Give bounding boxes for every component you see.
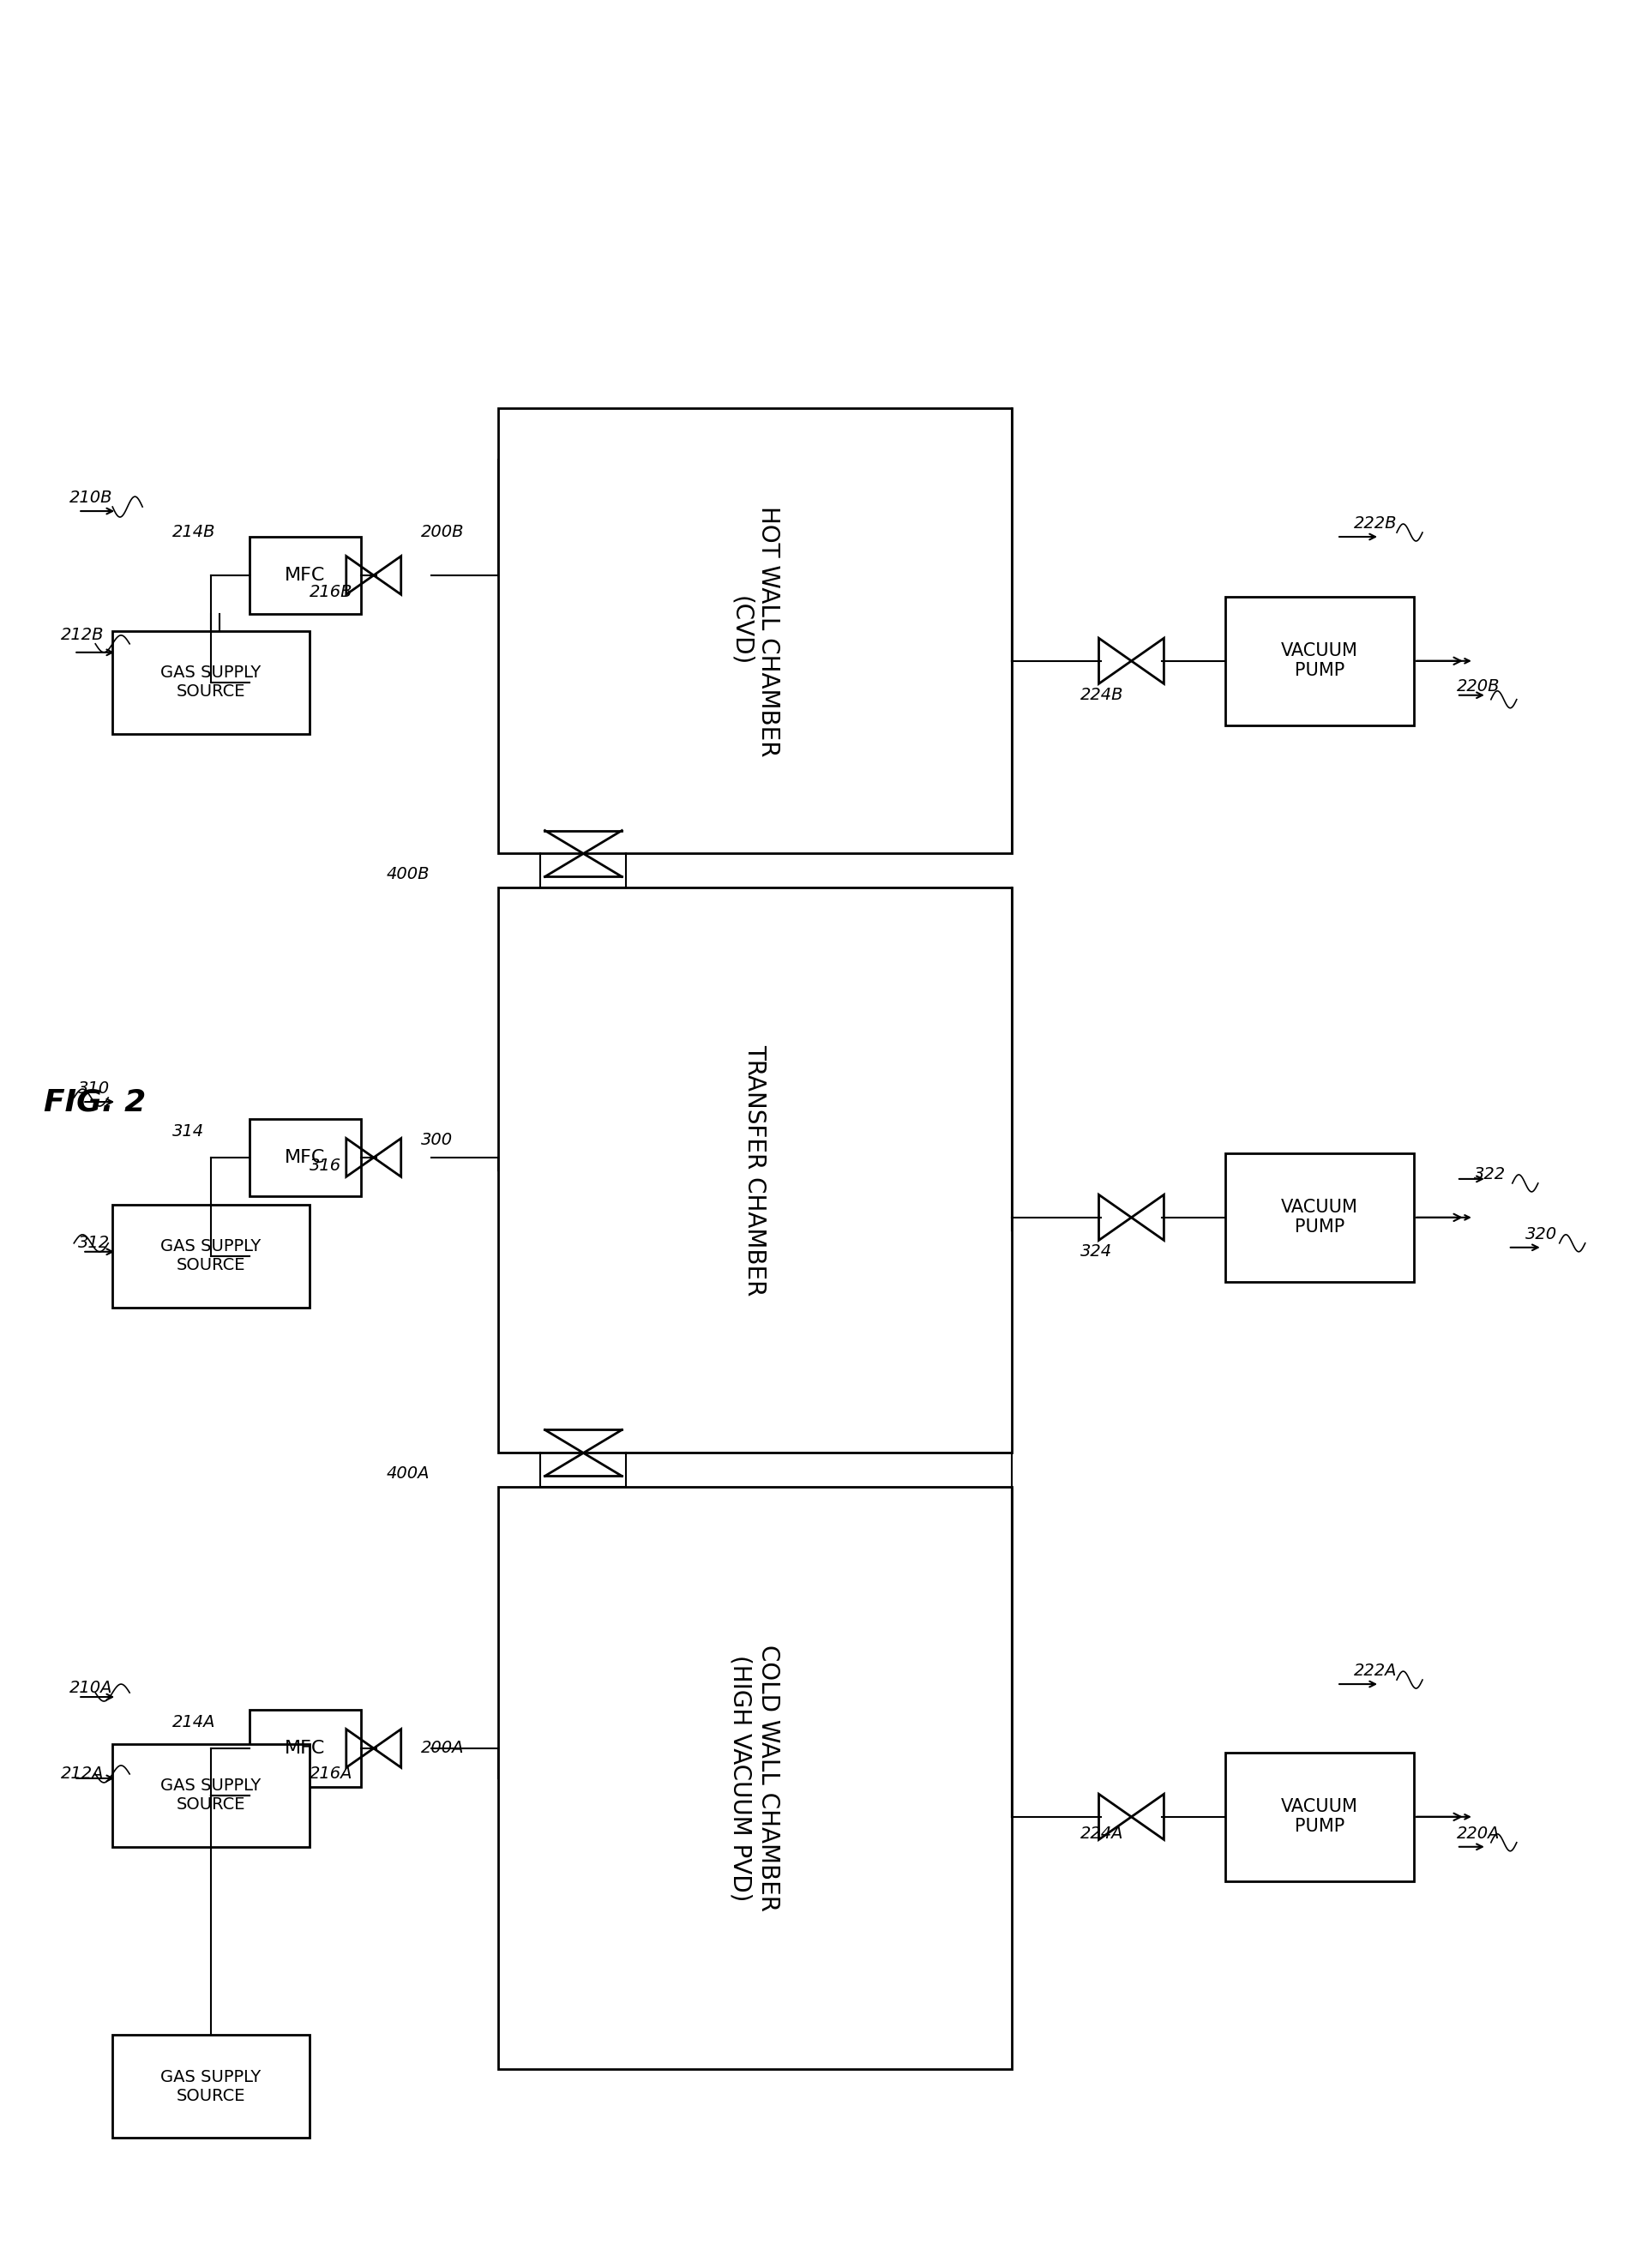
Text: 316: 316: [310, 1157, 341, 1175]
Bar: [1226, 1152, 1413, 1281]
Text: 200A: 200A: [421, 1740, 465, 1755]
Bar: [497, 408, 1012, 853]
Text: 214B: 214B: [173, 524, 215, 540]
Text: 222A: 222A: [1355, 1662, 1397, 1678]
Text: GAS SUPPLY
SOURCE: GAS SUPPLY SOURCE: [161, 1778, 261, 1812]
Bar: [497, 1488, 1012, 2068]
Text: 216B: 216B: [310, 583, 352, 601]
Text: 224B: 224B: [1081, 687, 1123, 703]
Text: VACUUM
PUMP: VACUUM PUMP: [1281, 1799, 1358, 1835]
Text: TRANSFER CHAMBER: TRANSFER CHAMBER: [743, 1046, 766, 1297]
Bar: [112, 631, 310, 735]
Text: GAS SUPPLY
SOURCE: GAS SUPPLY SOURCE: [161, 665, 261, 701]
Bar: [1226, 1753, 1413, 1880]
Text: 212A: 212A: [60, 1765, 104, 1783]
Text: 320: 320: [1526, 1227, 1557, 1243]
Text: 400B: 400B: [386, 866, 430, 882]
Text: 324: 324: [1081, 1243, 1112, 1259]
Bar: [249, 1710, 360, 1787]
Bar: [497, 887, 1012, 1454]
Text: MFC: MFC: [285, 1150, 326, 1166]
Text: FIG. 2: FIG. 2: [44, 1086, 147, 1116]
Bar: [249, 538, 360, 615]
Bar: [112, 2034, 310, 2139]
Text: 310: 310: [78, 1080, 111, 1098]
Bar: [112, 1204, 310, 1306]
Text: MFC: MFC: [285, 1740, 326, 1758]
Text: GAS SUPPLY
SOURCE: GAS SUPPLY SOURCE: [161, 1238, 261, 1275]
Text: 222B: 222B: [1355, 515, 1397, 531]
Bar: [1226, 596, 1413, 726]
Text: 314: 314: [173, 1123, 204, 1139]
Text: VACUUM
PUMP: VACUUM PUMP: [1281, 642, 1358, 680]
Text: GAS SUPPLY
SOURCE: GAS SUPPLY SOURCE: [161, 2068, 261, 2105]
Text: HOT WALL CHAMBER
(CVD): HOT WALL CHAMBER (CVD): [729, 506, 781, 758]
Text: 220B: 220B: [1457, 678, 1500, 694]
Text: 212B: 212B: [60, 626, 104, 642]
Bar: [112, 1744, 310, 1846]
Text: 200B: 200B: [421, 524, 465, 540]
Text: VACUUM
PUMP: VACUUM PUMP: [1281, 1200, 1358, 1236]
Bar: [249, 1118, 360, 1195]
Text: COLD WALL CHAMBER
(HIGH VACUUM PVD): COLD WALL CHAMBER (HIGH VACUUM PVD): [729, 1644, 781, 1912]
Text: 220A: 220A: [1457, 1826, 1500, 1842]
Text: 312: 312: [78, 1234, 111, 1252]
Text: 224A: 224A: [1081, 1826, 1123, 1842]
Text: 210B: 210B: [70, 490, 112, 506]
Text: 322: 322: [1474, 1166, 1506, 1182]
Text: 210A: 210A: [70, 1681, 112, 1696]
Text: 216A: 216A: [310, 1765, 352, 1783]
Text: 400A: 400A: [386, 1465, 430, 1481]
Text: 300: 300: [421, 1132, 453, 1148]
Text: MFC: MFC: [285, 567, 326, 583]
Text: 214A: 214A: [173, 1715, 215, 1730]
